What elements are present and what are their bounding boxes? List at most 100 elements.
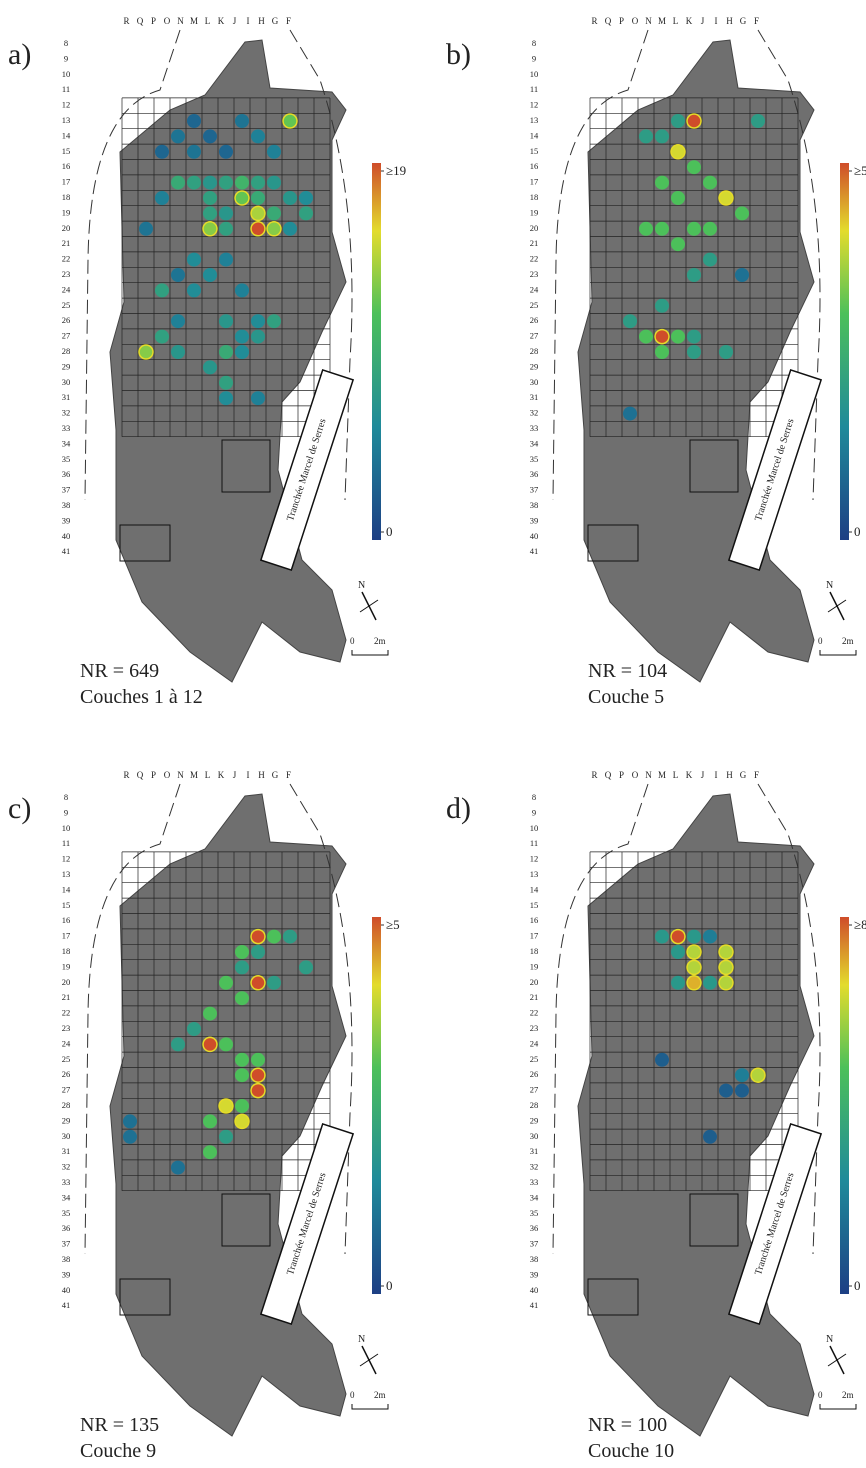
scale-end: 2m bbox=[374, 636, 386, 646]
count-dot bbox=[187, 1022, 201, 1036]
row-label: 8 bbox=[532, 792, 536, 802]
count-dot bbox=[138, 344, 154, 360]
count-dot bbox=[235, 329, 249, 344]
row-label: 25 bbox=[530, 300, 539, 310]
count-dot bbox=[155, 144, 169, 159]
count-dot bbox=[267, 929, 281, 944]
scale-start: 0 bbox=[818, 636, 823, 646]
count-dot bbox=[750, 1067, 766, 1083]
count-dot bbox=[219, 1037, 233, 1052]
row-label: 36 bbox=[530, 469, 539, 479]
count-dot bbox=[735, 268, 749, 282]
row-label: 19 bbox=[530, 961, 539, 971]
count-dot bbox=[218, 1098, 234, 1114]
count-dot bbox=[235, 1099, 249, 1113]
row-label: 17 bbox=[530, 931, 539, 941]
count-dot bbox=[251, 129, 265, 144]
row-label: 9 bbox=[532, 53, 536, 63]
row-label: 22 bbox=[530, 1008, 539, 1018]
count-dot bbox=[155, 191, 169, 205]
count-dot bbox=[671, 114, 685, 128]
count-dot bbox=[219, 175, 233, 190]
column-label: P bbox=[619, 770, 625, 780]
row-label: 23 bbox=[62, 269, 71, 279]
count-dot bbox=[123, 1114, 137, 1129]
row-label: 32 bbox=[530, 408, 539, 418]
count-dot bbox=[203, 129, 217, 144]
count-dot bbox=[655, 175, 669, 190]
row-label: 34 bbox=[530, 1192, 539, 1202]
row-label: 27 bbox=[62, 331, 71, 341]
row-label: 14 bbox=[530, 130, 539, 140]
column-label: G bbox=[272, 16, 280, 26]
count-dot bbox=[171, 1160, 185, 1175]
row-label: 41 bbox=[530, 546, 539, 556]
count-dot bbox=[250, 205, 266, 222]
count-dot bbox=[250, 975, 266, 991]
count-dot bbox=[187, 114, 201, 128]
column-label: M bbox=[658, 16, 667, 26]
row-label: 18 bbox=[530, 946, 539, 956]
row-label: 18 bbox=[62, 946, 71, 956]
count-dot bbox=[219, 314, 233, 329]
column-label: O bbox=[632, 16, 640, 26]
count-dot bbox=[267, 206, 281, 221]
row-label: 21 bbox=[530, 238, 539, 248]
row-label: 35 bbox=[530, 1208, 539, 1218]
column-label: Q bbox=[137, 16, 145, 26]
column-label: J bbox=[701, 770, 706, 780]
row-label: 34 bbox=[530, 438, 539, 448]
row-label: 33 bbox=[62, 1177, 71, 1187]
row-label: 34 bbox=[62, 1192, 71, 1202]
count-dot bbox=[171, 345, 185, 359]
colorbar-min-label: 0 bbox=[854, 1278, 861, 1293]
colorbar-min-label: 0 bbox=[386, 1278, 393, 1293]
row-label: 37 bbox=[530, 485, 539, 495]
row-label: 29 bbox=[530, 1115, 539, 1125]
scale-start: 0 bbox=[818, 1390, 823, 1400]
row-label: 16 bbox=[62, 915, 71, 925]
row-label: 8 bbox=[64, 792, 68, 802]
row-label: 13 bbox=[530, 869, 539, 879]
column-label: I bbox=[247, 770, 251, 780]
count-dot bbox=[235, 283, 249, 298]
row-label: 10 bbox=[530, 69, 539, 79]
count-dot bbox=[250, 1082, 266, 1099]
column-label: H bbox=[726, 770, 734, 780]
column-label: K bbox=[686, 16, 694, 26]
row-label: 12 bbox=[62, 854, 71, 864]
row-label: 11 bbox=[530, 84, 538, 94]
count-dot bbox=[251, 191, 265, 205]
dashed-line bbox=[289, 29, 353, 501]
count-dot bbox=[203, 191, 217, 205]
count-dot bbox=[686, 944, 702, 960]
row-label: 38 bbox=[530, 1254, 539, 1264]
count-dot bbox=[203, 268, 217, 282]
column-label: G bbox=[740, 16, 748, 26]
scale-bar bbox=[351, 650, 389, 656]
row-label: 34 bbox=[62, 438, 71, 448]
count-dot bbox=[267, 314, 281, 329]
row-label: 33 bbox=[62, 423, 71, 433]
count-dot bbox=[251, 391, 265, 406]
row-label: 22 bbox=[62, 1008, 71, 1018]
row-label: 20 bbox=[62, 223, 71, 233]
count-dot bbox=[267, 144, 281, 159]
row-label: 13 bbox=[530, 115, 539, 125]
row-label: 40 bbox=[62, 1285, 71, 1295]
row-label: 11 bbox=[530, 838, 538, 848]
sector-box bbox=[689, 1193, 739, 1247]
colorbar-min-label: 0 bbox=[386, 524, 393, 539]
count-dot bbox=[219, 252, 233, 267]
row-label: 38 bbox=[62, 1254, 71, 1264]
count-dot bbox=[751, 114, 765, 128]
count-dot bbox=[639, 221, 653, 236]
row-label: 15 bbox=[62, 146, 71, 156]
row-label: 41 bbox=[530, 1300, 539, 1310]
column-label: L bbox=[205, 770, 212, 780]
colorbar bbox=[840, 917, 849, 1294]
row-label: 19 bbox=[530, 207, 539, 217]
row-label: 15 bbox=[530, 146, 539, 156]
north-label: N bbox=[358, 580, 365, 591]
row-label: 39 bbox=[530, 1269, 539, 1279]
